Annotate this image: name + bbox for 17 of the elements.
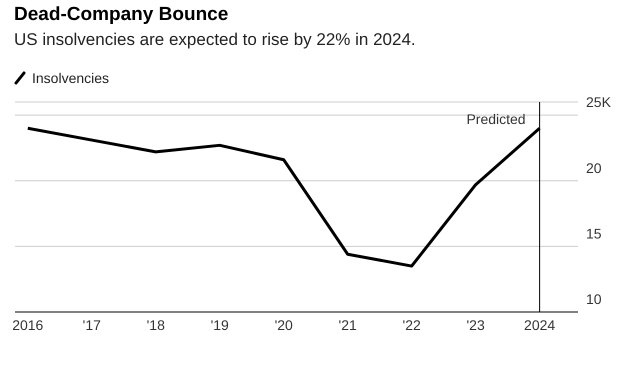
x-tick-label: '17	[82, 316, 102, 333]
x-tick-label: '22	[402, 316, 421, 333]
y-tick-label: 15	[586, 225, 602, 242]
chart-title: Dead-Company Bounce	[14, 4, 228, 26]
x-tick-label: 2024	[524, 316, 556, 333]
ref-line-label: Predicted	[466, 111, 526, 127]
x-tick-label: 2016	[12, 316, 44, 333]
chart-subtitle: US insolvencies are expected to rise by 22% in 2024.	[14, 30, 416, 50]
legend-label: Insolvencies	[31, 70, 110, 86]
y-tick-label: 25K	[586, 94, 612, 110]
x-tick-label: '23	[466, 316, 485, 333]
x-tick-label: '19	[210, 316, 230, 333]
x-tick-label: '20	[274, 316, 294, 333]
x-tick-label: '21	[338, 316, 358, 333]
y-tick-label: 10	[586, 291, 602, 307]
x-tick-label: '18	[146, 316, 166, 333]
y-tick-label: 20	[586, 160, 602, 176]
